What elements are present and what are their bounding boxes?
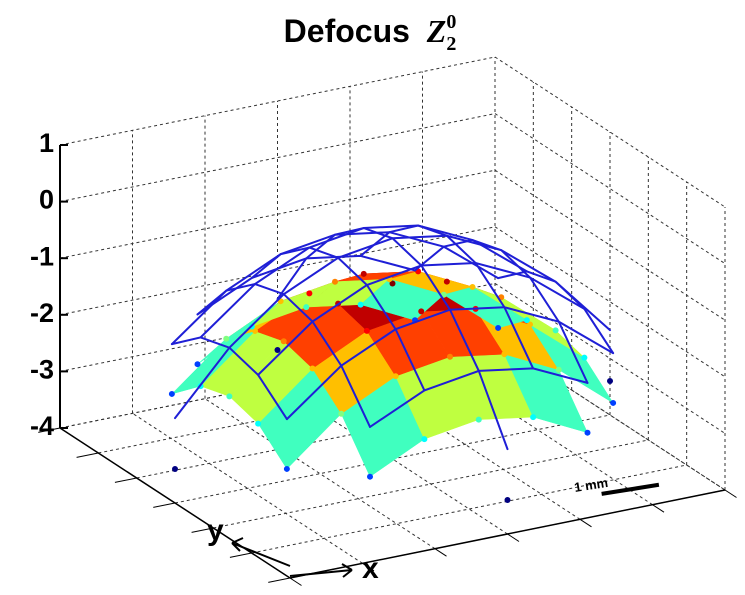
surface-point bbox=[357, 301, 364, 308]
surface-point bbox=[501, 351, 508, 358]
y-axis bbox=[59, 427, 291, 579]
floor-division bbox=[98, 364, 534, 454]
direction-arrows bbox=[231, 537, 353, 578]
axis-tick bbox=[76, 452, 99, 458]
axes: 1 0 -1 -2 -3 -4 bbox=[30, 128, 737, 586]
mesh bbox=[170, 224, 615, 451]
grid-line bbox=[59, 226, 496, 316]
surface-point bbox=[306, 290, 313, 297]
axis-tick bbox=[434, 548, 447, 557]
axis-tick bbox=[114, 477, 137, 483]
floor-division bbox=[213, 439, 649, 529]
surface-point bbox=[226, 393, 233, 400]
x-axis bbox=[289, 489, 726, 579]
surface-point bbox=[581, 354, 588, 361]
axis-tick bbox=[289, 577, 302, 586]
surface-point bbox=[363, 327, 370, 334]
z-tick-label: 1 bbox=[39, 128, 54, 158]
surface-point bbox=[495, 324, 502, 331]
axis-tick bbox=[652, 504, 665, 513]
z-tick-label: -3 bbox=[30, 355, 54, 385]
mesh-column bbox=[250, 246, 426, 392]
surface-point bbox=[255, 420, 262, 427]
mesh-column bbox=[359, 224, 535, 370]
mesh-column bbox=[196, 282, 371, 428]
axis-tick bbox=[268, 577, 291, 583]
title-symbol: Z bbox=[426, 13, 447, 49]
scale-line bbox=[601, 482, 660, 496]
surface-point bbox=[274, 347, 281, 354]
surface-point bbox=[303, 304, 310, 311]
axis-tick bbox=[579, 518, 592, 528]
surface-point bbox=[443, 278, 450, 285]
surface-point bbox=[309, 365, 316, 372]
title-superscript: 0 bbox=[446, 11, 456, 33]
surface-point bbox=[552, 327, 559, 334]
surface-point bbox=[447, 353, 453, 360]
surface-point bbox=[584, 429, 591, 436]
axis-tick bbox=[724, 489, 737, 498]
floor-division bbox=[251, 464, 687, 554]
surface-point bbox=[469, 283, 476, 290]
surface-point bbox=[421, 436, 428, 443]
chart-title: Defocus Z20 bbox=[284, 11, 457, 55]
axis-tick bbox=[153, 502, 176, 508]
axis-tick bbox=[38, 427, 61, 433]
floor-division bbox=[204, 398, 436, 550]
scale-label: 1 mm bbox=[573, 475, 609, 495]
title-text: Defocus bbox=[284, 13, 410, 49]
surface-point bbox=[555, 366, 562, 373]
z-tick-label: -1 bbox=[30, 241, 54, 271]
surface-point bbox=[527, 321, 533, 328]
x-arrow bbox=[289, 563, 353, 578]
grid-line bbox=[59, 56, 496, 146]
grid-line bbox=[494, 226, 726, 378]
surface-point bbox=[607, 378, 613, 385]
floor-division bbox=[59, 339, 496, 429]
axis-tick bbox=[362, 562, 375, 572]
surface-point bbox=[194, 361, 201, 368]
surface-point bbox=[367, 473, 373, 480]
axis-tick bbox=[229, 552, 252, 558]
title-subscript: 2 bbox=[446, 33, 456, 55]
surface-point bbox=[360, 270, 367, 277]
x-label: x bbox=[362, 552, 379, 585]
mesh-column bbox=[170, 336, 288, 421]
mesh-column bbox=[414, 238, 589, 384]
axis-tick bbox=[191, 527, 214, 533]
surface-point bbox=[523, 317, 530, 324]
surface-point bbox=[418, 308, 425, 315]
surface-point bbox=[252, 327, 258, 334]
surface-point bbox=[283, 465, 290, 472]
surface-point bbox=[392, 373, 399, 380]
mesh-column bbox=[497, 270, 615, 355]
z-tick-label: -2 bbox=[30, 298, 54, 328]
axis-tick bbox=[507, 533, 520, 542]
surface-point bbox=[389, 280, 396, 287]
floor-division bbox=[174, 414, 611, 504]
surface-point bbox=[504, 497, 511, 504]
surface-point bbox=[475, 416, 482, 423]
surface-point bbox=[530, 414, 537, 421]
scale-bar: 1 mm bbox=[573, 475, 660, 496]
surface-point bbox=[168, 390, 175, 397]
mesh-column bbox=[276, 226, 509, 451]
z-tick-label: 0 bbox=[39, 185, 54, 215]
y-label: y bbox=[207, 514, 224, 547]
surface-point bbox=[338, 410, 345, 417]
surface-point bbox=[280, 338, 287, 345]
surface-point bbox=[332, 278, 338, 285]
surface-point bbox=[223, 335, 230, 342]
z-tick-label: -4 bbox=[30, 411, 54, 441]
surface-point bbox=[172, 466, 178, 473]
floor-division bbox=[136, 389, 572, 479]
grid-line bbox=[59, 113, 496, 203]
y-arrow bbox=[231, 537, 291, 567]
grid-line bbox=[494, 113, 726, 265]
surface-point bbox=[610, 399, 617, 406]
